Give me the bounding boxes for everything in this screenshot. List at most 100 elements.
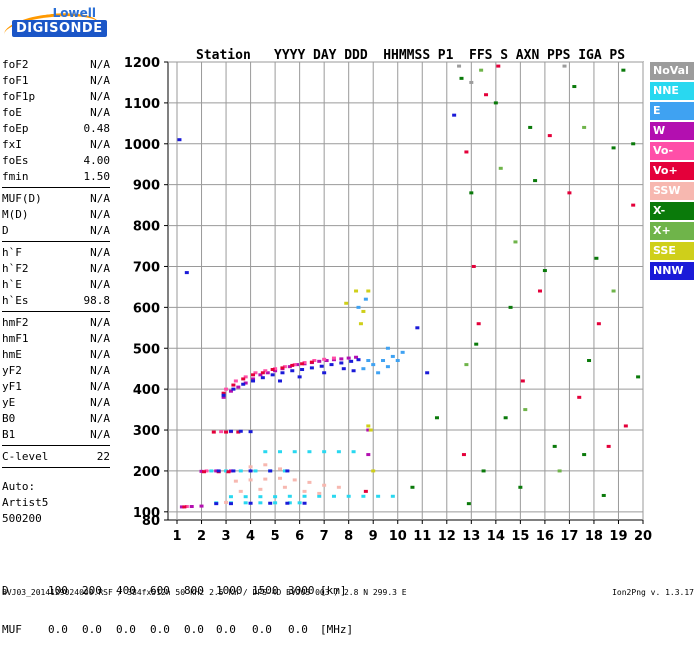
header-label-2: DAY — [313, 48, 337, 63]
y-tick-label: 800 — [133, 220, 160, 235]
data-point-nne — [258, 501, 263, 505]
data-point-nne — [297, 501, 302, 505]
data-point-x — [621, 68, 626, 72]
data-point-nnw — [251, 379, 256, 383]
data-point-nnw — [270, 373, 275, 377]
x-tick-label: 3 — [222, 529, 231, 544]
x-tick-label: 2 — [197, 529, 206, 544]
param-name: MUF(D) — [2, 192, 42, 205]
data-point-sse — [361, 309, 366, 313]
param-row: hmF2 N/A — [2, 315, 110, 331]
data-point-vo — [537, 289, 542, 293]
param-value: 0.48 — [83, 122, 111, 135]
data-point-ssw — [336, 485, 341, 489]
data-point-nne — [282, 469, 287, 473]
muf-table: D 100 200 400 600 800 1000 1500 3000 [km] MUF 0.0 0… — [2, 558, 353, 649]
param-row: MUF(D) N/A — [2, 191, 110, 207]
param-name: foEp — [2, 122, 29, 135]
data-point-w — [243, 381, 248, 385]
legend: NoVal NNE E W Vo- Vo+ SSW X- X+ SSE NNW — [650, 62, 694, 282]
y-tick-label: 400 — [133, 383, 160, 398]
param-row: yF2 N/A — [2, 363, 110, 379]
y-tick-label: 1200 — [124, 56, 160, 71]
param-name: yF2 — [2, 364, 22, 377]
param-row: C-level 22 — [2, 449, 110, 465]
data-point-nnw — [285, 501, 290, 505]
param-row: foF2 N/A — [2, 57, 110, 73]
param-value: 22 — [96, 450, 110, 463]
data-point-ssw — [278, 467, 283, 471]
data-point-ssw — [238, 489, 243, 493]
data-point-nnw — [319, 364, 324, 368]
param-row: foEs 4.00 — [2, 153, 110, 169]
y-tick-label: 900 — [133, 179, 160, 194]
x-tick-label: 9 — [369, 529, 378, 544]
data-point-nnw — [302, 501, 307, 505]
header-label-5: P1 — [437, 48, 454, 63]
data-point-sse — [358, 322, 363, 326]
logo-line1: Lowell — [52, 6, 96, 20]
data-point-e — [385, 346, 390, 350]
param-name: h`E — [2, 278, 22, 291]
legend-item-x: X+ — [650, 222, 694, 240]
param-name: M(D) — [2, 208, 29, 221]
data-point-x — [631, 142, 636, 146]
data-point-vo — [623, 424, 628, 428]
data-point-vo — [596, 322, 601, 326]
muf-distance: 800 — [184, 584, 204, 597]
data-point-sse — [344, 301, 349, 305]
data-point-vo — [270, 368, 275, 372]
data-point-e — [385, 365, 390, 369]
x-tick-label: 18 — [585, 529, 603, 544]
data-point-vo — [282, 365, 287, 369]
legend-item-nne: NNE — [650, 82, 694, 100]
param-name: B0 — [2, 412, 16, 425]
data-point-vo — [182, 505, 187, 509]
data-point-vo — [461, 453, 466, 457]
param-name: foF1 — [2, 74, 29, 87]
data-point-nnw — [300, 368, 305, 372]
data-point-w — [214, 469, 219, 473]
param-row: h`F2 N/A — [2, 261, 110, 277]
data-point-sse — [354, 289, 359, 293]
y-tick-label: 300 — [133, 424, 160, 439]
data-point-nne — [361, 494, 366, 498]
legend-item-noval: NoVal — [650, 62, 694, 80]
data-point-nne — [273, 495, 278, 499]
data-point-nnw — [216, 469, 221, 473]
data-point-nne — [243, 495, 248, 499]
y-tick-label: 500 — [133, 342, 160, 357]
data-point-nne — [307, 450, 312, 454]
data-point-w — [339, 357, 344, 361]
data-point-x — [611, 146, 616, 150]
auto-program: Artist5 — [2, 496, 49, 509]
param-value: N/A — [90, 106, 110, 119]
data-point-vo — [577, 395, 582, 399]
data-point-vo — [251, 373, 256, 377]
param-row: yF1 N/A — [2, 379, 110, 395]
legend-item-sse: SSE — [650, 242, 694, 260]
x-tick-label: 13 — [462, 529, 480, 544]
data-point-nne — [278, 450, 283, 454]
data-point-x — [533, 179, 538, 183]
data-point-noval — [562, 64, 567, 68]
data-point-nnw — [339, 361, 344, 365]
data-point-vo — [471, 264, 476, 268]
data-point-x — [557, 469, 562, 473]
param-name: fxI — [2, 138, 22, 151]
data-point-nne — [287, 494, 292, 498]
data-point-sse — [371, 469, 376, 473]
muf-distance: 3000 — [288, 584, 315, 597]
x-tick-label: 6 — [295, 529, 304, 544]
data-point-ssw — [322, 483, 327, 487]
data-point-vo — [631, 203, 636, 207]
param-row: yE N/A — [2, 395, 110, 411]
data-point-nnw — [228, 502, 233, 506]
legend-item-e: E — [650, 102, 694, 120]
param-name: foF1p — [2, 90, 36, 103]
data-point-vo — [520, 379, 525, 383]
data-point-x — [518, 485, 523, 489]
param-row: h`Es 98.8 — [2, 293, 110, 309]
muf-value: 0.0 — [184, 623, 204, 636]
data-point-ssw — [263, 477, 268, 481]
